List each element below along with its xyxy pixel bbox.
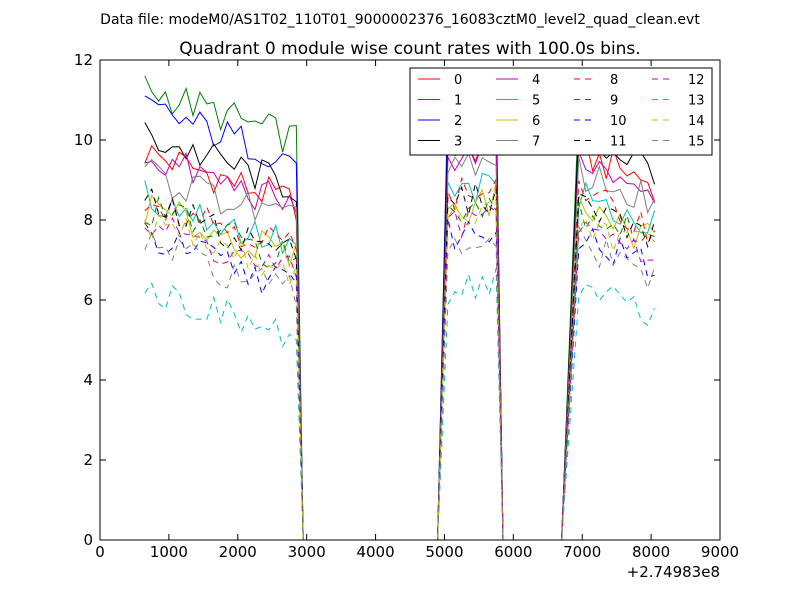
x-tick-label: 7000: [563, 543, 601, 561]
legend-label-1: 1: [454, 94, 462, 109]
x-tick-label: 2000: [219, 543, 257, 561]
x-tick-label: 0: [95, 543, 105, 561]
y-tick-label: 6: [83, 291, 93, 309]
legend-label-5: 5: [532, 94, 540, 109]
legend-label-2: 2: [454, 114, 462, 129]
legend-label-7: 7: [532, 135, 540, 150]
legend-label-9: 9: [610, 94, 618, 109]
series-line-5: [144, 172, 656, 541]
series-line-15: [144, 224, 656, 541]
legend-label-15: 15: [688, 135, 705, 150]
x-tick-label: 9000: [701, 543, 739, 561]
legend-label-4: 4: [532, 73, 540, 88]
legend-label-6: 6: [532, 114, 540, 129]
legend-label-13: 13: [688, 94, 705, 109]
x-tick-label: 1000: [150, 543, 188, 561]
y-tick-label: 8: [83, 211, 93, 229]
legend-box: [409, 67, 713, 156]
y-tick-label: 12: [74, 51, 93, 69]
x-tick-label: 8000: [632, 543, 670, 561]
x-tick-label: 5000: [425, 543, 463, 561]
legend-label-8: 8: [610, 73, 618, 88]
x-tick-label: 6000: [494, 543, 532, 561]
legend-label-12: 12: [688, 73, 705, 88]
y-tick-label: 4: [83, 371, 93, 389]
y-tick-label: 10: [74, 131, 93, 149]
legend-label-0: 0: [454, 73, 462, 88]
x-tick-label: 4000: [356, 543, 394, 561]
legend-label-14: 14: [688, 114, 705, 129]
chart-suptitle: Data file: modeM0/AS1T02_110T01_90000023…: [100, 12, 700, 28]
x-tick-label: 3000: [288, 543, 326, 561]
legend-label-10: 10: [610, 114, 627, 129]
x-offset-label: +2.74983e8: [627, 563, 720, 581]
series-line-13: [144, 268, 656, 541]
y-tick-label: 2: [83, 451, 93, 469]
series-line-10: [144, 218, 655, 541]
legend-label-3: 3: [454, 135, 462, 150]
series-line-4: [144, 134, 656, 541]
y-tick-label: 0: [83, 531, 93, 549]
axes: 0 1000 2000 3000 4000 5000 6000 7000 8000 9000 0 2 4…: [74, 51, 739, 581]
chart-title: Quadrant 0 module wise count rates with …: [179, 39, 640, 59]
legend-label-11: 11: [610, 135, 627, 150]
